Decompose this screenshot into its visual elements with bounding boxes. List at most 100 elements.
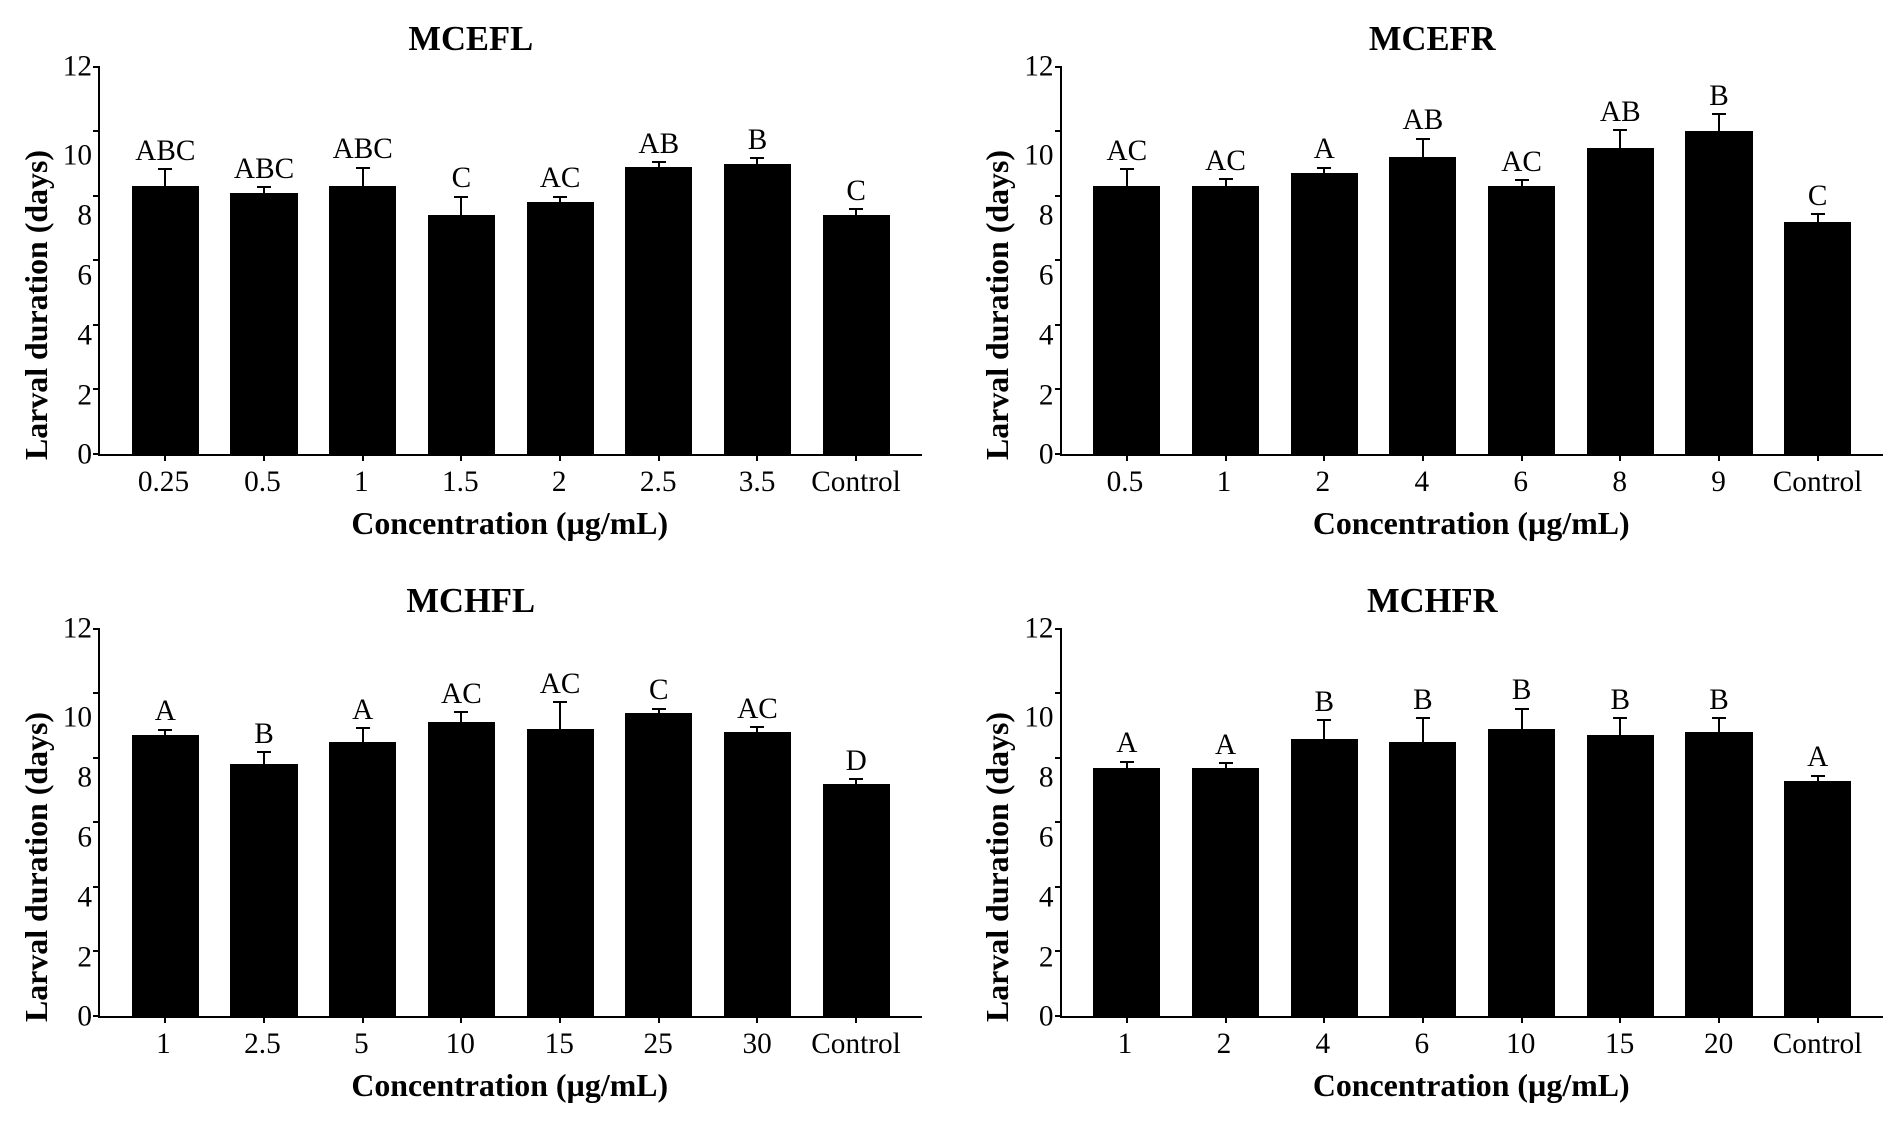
bar [1488, 186, 1555, 454]
error-bar [756, 159, 758, 164]
error-cap [158, 729, 172, 731]
error-cap [1613, 717, 1627, 719]
bar [1093, 186, 1160, 454]
y-axis-label-wrap: Larval duration (days) [20, 67, 54, 542]
ytick-mark [1055, 1015, 1062, 1017]
bar-slot: B [1472, 629, 1571, 1016]
xtick-label: 2 [1174, 1028, 1273, 1060]
xtick-mark [756, 454, 758, 461]
bar-significance-label: AC [737, 695, 778, 728]
plot-and-xaxis: 121086420ABAACACCACD12.5510152530Control… [54, 629, 922, 1104]
bar-significance-label: A [1215, 731, 1236, 764]
plot-row: 121086420ABAACACCACD [54, 629, 922, 1018]
error-bar [460, 198, 462, 216]
ytick-label: 0 [1039, 441, 1054, 470]
y-axis-label: Larval duration (days) [981, 711, 1017, 1021]
xtick-mark [1126, 454, 1128, 461]
bar-significance-label: B [1413, 686, 1433, 719]
xtick-mark [1817, 1016, 1819, 1023]
chart-wrap: Larval duration (days)121086420ACACAABAC… [982, 67, 1884, 542]
y-axis-label: Larval duration (days) [981, 149, 1017, 459]
bar-significance-label: A [1807, 743, 1828, 776]
xtick-mark [658, 454, 660, 461]
x-axis-label: Concentration (µg/mL) [98, 1068, 922, 1104]
error-cap [553, 701, 567, 703]
bar-slot: AC [511, 629, 610, 1016]
xtick-label: 10 [411, 1028, 510, 1060]
error-cap [1515, 179, 1529, 181]
bar [1685, 732, 1752, 1016]
y-axis-label-wrap: Larval duration (days) [982, 629, 1016, 1104]
bar-significance-label: B [254, 720, 274, 753]
ytick-mark [93, 821, 100, 823]
xtick-mark [1323, 1016, 1325, 1023]
error-bar [1718, 115, 1720, 131]
xtick-mark [855, 1016, 857, 1023]
xtick-label: 0.25 [114, 466, 213, 498]
error-cap [1416, 138, 1430, 140]
xtick-label: 0.5 [213, 466, 312, 498]
error-bar [1225, 180, 1227, 186]
xtick-label: 5 [312, 1028, 411, 1060]
x-axis-label: Concentration (µg/mL) [1060, 1068, 1884, 1104]
xtick-mark [1718, 454, 1720, 461]
error-bar [1126, 170, 1128, 186]
xtick-label: 20 [1669, 1028, 1768, 1060]
bar-slot: A [313, 629, 412, 1016]
error-cap [1613, 129, 1627, 131]
error-cap [454, 711, 468, 713]
bar [1784, 781, 1851, 1016]
xtick-mark [1126, 1016, 1128, 1023]
xtick-mark [1225, 454, 1227, 461]
ytick-label: 6 [77, 823, 92, 852]
error-bar [362, 729, 364, 742]
bar-slot: AC [1176, 67, 1275, 454]
error-cap [1811, 213, 1825, 215]
bar [329, 186, 396, 454]
xtick-mark [1718, 1016, 1720, 1023]
ytick-label: 4 [77, 883, 92, 912]
bar-significance-label: ABC [234, 155, 294, 188]
bar [1389, 742, 1456, 1016]
plot-and-xaxis: 121086420AABBBBBA1246101520ControlConcen… [1016, 629, 1884, 1104]
ytick-label: 12 [1024, 52, 1053, 81]
error-bar [1619, 719, 1621, 735]
error-bar [559, 703, 561, 729]
xticks-row: 0.5124689Control [1060, 456, 1884, 498]
panel-title: MCHFR [1367, 582, 1498, 621]
panel-title: MCHFL [406, 582, 535, 621]
error-cap [158, 168, 172, 170]
ytick-label: 2 [1039, 381, 1054, 410]
bar [1389, 157, 1456, 454]
ytick-mark [93, 628, 100, 630]
bar [132, 186, 199, 454]
ytick-label: 6 [77, 261, 92, 290]
xtick-label: 1 [312, 466, 411, 498]
xtick-label: Control [807, 466, 906, 498]
plot-area: ABCABCABCCACABBC [98, 67, 922, 456]
error-bar [1521, 710, 1523, 729]
xtick-label: 10 [1471, 1028, 1570, 1060]
bar-significance-label: AC [441, 680, 482, 713]
bar-significance-label: AB [638, 130, 679, 163]
ytick-label: 2 [1039, 943, 1054, 972]
xtick-label: 1 [1174, 466, 1273, 498]
bar-slot: B [708, 67, 807, 454]
xtick-label: Control [1768, 1028, 1867, 1060]
xtick-label: 9 [1669, 466, 1768, 498]
bar [230, 764, 297, 1015]
xtick-label: 1 [114, 1028, 213, 1060]
ytick-label: 8 [77, 763, 92, 792]
ytick-mark [93, 1015, 100, 1017]
bar [1784, 222, 1851, 454]
bar [1192, 768, 1259, 1016]
error-bar [460, 713, 462, 723]
bar-significance-label: B [1709, 82, 1729, 115]
error-cap [1416, 717, 1430, 719]
bar-significance-label: A [155, 697, 176, 730]
y-axis-label: Larval duration (days) [19, 711, 55, 1021]
bars-container: AABBBBBA [1062, 629, 1884, 1016]
y-axis-label: Larval duration (days) [19, 149, 55, 459]
error-bar [855, 210, 857, 215]
xtick-label: 15 [510, 1028, 609, 1060]
